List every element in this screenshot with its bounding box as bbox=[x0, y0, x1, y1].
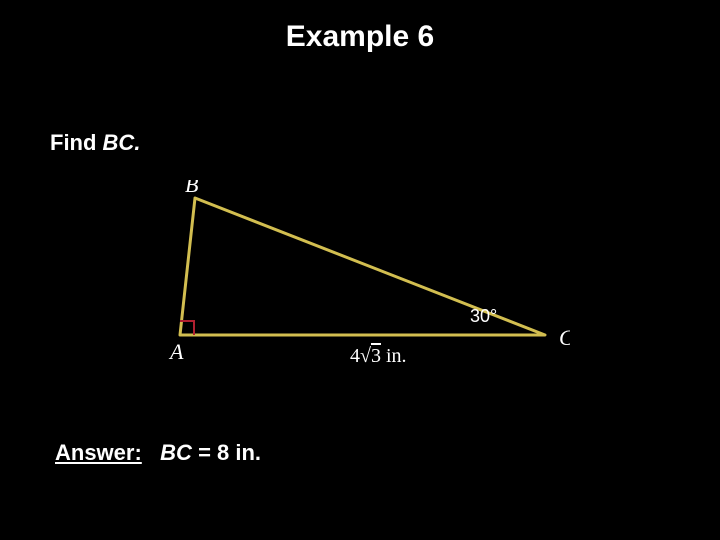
prompt-text: Find bbox=[50, 130, 103, 155]
svg-text:A: A bbox=[168, 339, 184, 364]
answer-value: = 8 in. bbox=[192, 440, 261, 465]
answer-line: Answer: BC = 8 in. bbox=[55, 440, 261, 466]
svg-text:B: B bbox=[185, 180, 198, 197]
svg-text:30°: 30° bbox=[470, 306, 497, 326]
answer-label: Answer: bbox=[55, 440, 142, 465]
example-title: Example 6 bbox=[0, 0, 720, 54]
answer-var: BC bbox=[160, 440, 192, 465]
problem-prompt: Find BC. bbox=[50, 130, 140, 156]
prompt-var: BC. bbox=[103, 130, 141, 155]
svg-text:C: C bbox=[559, 325, 570, 350]
svg-text:4√3 in.: 4√3 in. bbox=[350, 345, 407, 367]
triangle-diagram: A B C 30° 4√3 in. bbox=[150, 180, 570, 380]
